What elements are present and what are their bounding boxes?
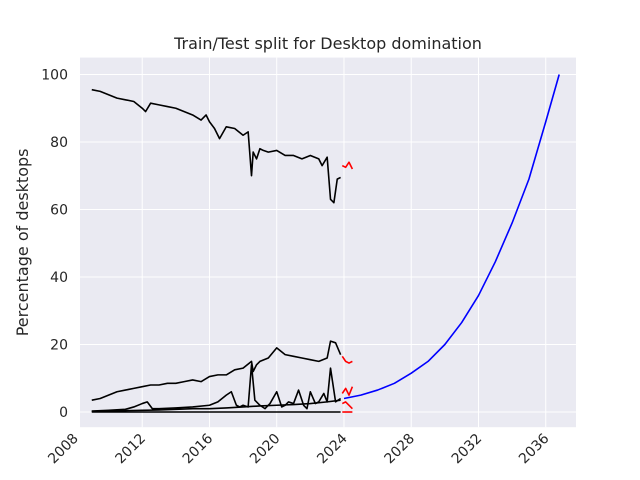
x-axis: 2008 2012 2016 2020 2024 2028 2032 2036 [45,431,552,468]
y-axis-label: Percentage of desktops [13,149,32,337]
x-tick-label: 2028 [382,431,419,468]
series-layer [91,74,560,413]
train-series-line-2 [91,363,342,412]
y-tick-label: 80 [50,135,68,151]
y-tick-label: 60 [50,202,68,218]
x-tick-label: 2036 [516,431,553,468]
y-tick-label: 100 [41,67,68,83]
chart-title: Train/Test split for Desktop domination [173,34,482,53]
x-tick-label: 2012 [113,431,150,468]
test-series-line-5 [341,161,354,170]
test-series-line-7 [341,386,354,396]
y-tick-label: 20 [50,338,68,354]
x-tick-label: 2032 [449,431,486,468]
y-tick-label: 40 [50,270,68,286]
x-tick-label: 2024 [314,431,351,468]
x-tick-label: 2020 [247,431,284,468]
train-series-line-0 [91,88,341,204]
y-tick-label: 0 [59,405,68,421]
plot-background [80,57,576,428]
train-series-line-1 [91,340,342,401]
test-series-line-6 [341,355,353,364]
x-tick-label: 2016 [180,431,217,468]
forecast-series-line-10 [343,74,560,400]
test-series-line-8 [341,401,353,410]
grid [74,57,576,428]
y-axis: 0 20 40 60 80 100 [41,67,68,421]
train-series-line-3 [91,399,341,413]
x-tick-label: 2008 [45,431,82,468]
